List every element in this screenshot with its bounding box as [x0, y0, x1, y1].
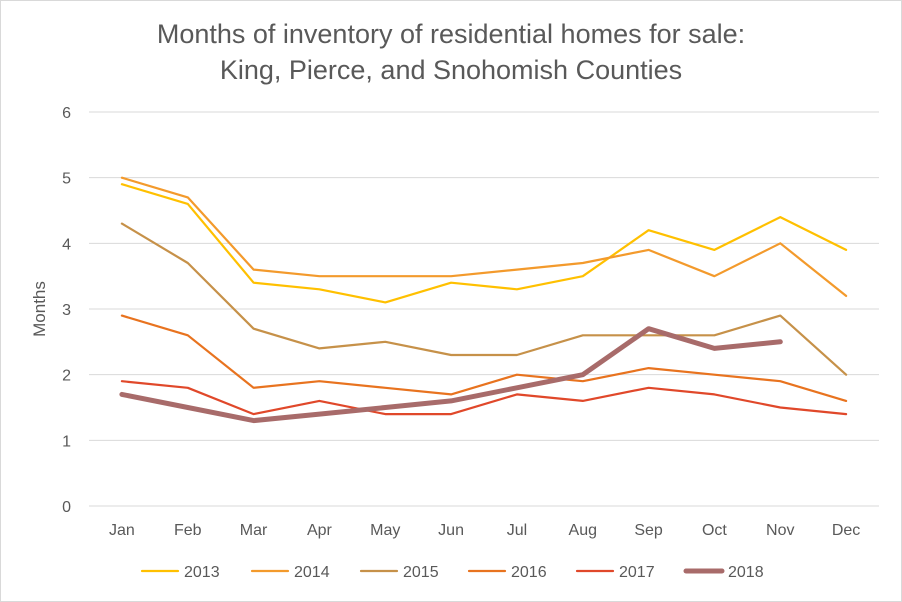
y-tick-label: 0	[62, 499, 71, 516]
y-tick-label: 6	[62, 105, 71, 122]
y-tick-label: 3	[62, 302, 71, 319]
y-tick-label: 2	[62, 368, 71, 385]
legend-label-2017: 2017	[619, 564, 655, 581]
series-line-2015	[120, 222, 848, 376]
x-tick-label: Sep	[634, 522, 663, 539]
y-axis-title: Months	[30, 281, 49, 337]
x-tick-label: Jan	[109, 522, 135, 539]
legend-label-2014: 2014	[294, 564, 330, 581]
chart-title: Months of inventory of residential homes…	[0, 16, 902, 88]
legend-label-2015: 2015	[403, 564, 439, 581]
y-tick-label: 4	[62, 236, 71, 253]
x-tick-label: Jul	[507, 522, 527, 539]
series-line-2018	[119, 326, 783, 424]
series-lines	[119, 176, 848, 424]
legend-label-2013: 2013	[184, 564, 220, 581]
x-axis-ticks: Jan Feb Mar Apr May Jun Jul Aug Sep Oct Nov Dec	[109, 522, 860, 539]
x-tick-label: Oct	[702, 522, 727, 539]
series-line-2017	[120, 380, 848, 416]
x-tick-label: Aug	[569, 522, 597, 539]
x-tick-label: Jun	[438, 522, 464, 539]
x-tick-label: Dec	[832, 522, 860, 539]
legend: 2013 2014 2015 2016 2017 2018	[140, 564, 764, 581]
series-line-2014	[120, 176, 848, 297]
x-tick-label: Apr	[307, 522, 333, 539]
y-axis-ticks: 0 1 2 3 4 5 6	[62, 105, 71, 516]
x-tick-label: Mar	[240, 522, 268, 539]
gridlines	[89, 111, 879, 507]
y-tick-label: 5	[62, 171, 71, 188]
x-tick-label: Nov	[766, 522, 794, 539]
chart-title-line-2: King, Pierce, and Snohomish Counties	[219, 55, 683, 85]
series-line-2013	[120, 183, 848, 304]
x-tick-label: May	[370, 522, 400, 539]
chart-title-line-1: Months of inventory of residential homes…	[156, 19, 746, 49]
series-line-2016	[120, 314, 848, 402]
legend-label-2018: 2018	[728, 564, 764, 581]
legend-label-2016: 2016	[511, 564, 547, 581]
x-tick-label: Feb	[174, 522, 202, 539]
y-tick-label: 1	[62, 433, 71, 450]
